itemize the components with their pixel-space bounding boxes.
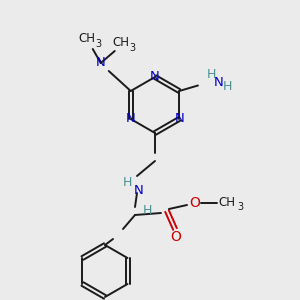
Text: N: N [150, 70, 160, 83]
Text: N: N [174, 112, 184, 125]
Text: N: N [134, 184, 144, 196]
Text: CH: CH [78, 32, 95, 46]
Text: N: N [213, 76, 223, 88]
Text: H: H [223, 80, 232, 94]
Text: CH: CH [112, 37, 129, 50]
Text: 3: 3 [96, 39, 102, 49]
Text: N: N [96, 56, 106, 70]
Text: H: H [122, 176, 132, 190]
Text: CH: CH [218, 196, 236, 208]
Text: O: O [171, 230, 182, 244]
Text: H: H [207, 68, 216, 82]
Text: 3: 3 [237, 202, 243, 212]
Text: 3: 3 [130, 43, 136, 53]
Text: H: H [142, 205, 152, 218]
Text: O: O [190, 196, 200, 210]
Text: N: N [126, 112, 136, 125]
